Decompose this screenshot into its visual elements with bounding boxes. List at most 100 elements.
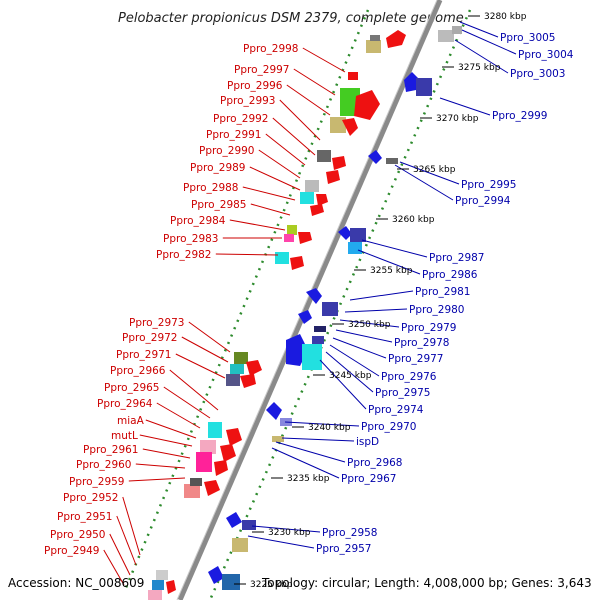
gene-block	[438, 30, 454, 42]
gene-block	[366, 40, 381, 53]
gene-label[interactable]: Ppro_2994	[455, 195, 511, 207]
gene-label[interactable]: Ppro_2998	[243, 43, 298, 55]
gene-label[interactable]: Ppro_2960	[76, 459, 131, 471]
leader-line	[122, 496, 141, 556]
gene-label[interactable]: Ppro_2951	[57, 511, 112, 523]
leader-line	[329, 344, 380, 377]
gene-label[interactable]: Ppro_2966	[110, 365, 166, 377]
gene-label[interactable]: Ppro_3005	[500, 32, 555, 44]
leader-line	[361, 239, 428, 258]
gene-block	[284, 234, 294, 242]
tick-label: 3270 kbp	[436, 114, 479, 124]
gene-block	[230, 364, 244, 374]
leader-line	[332, 337, 387, 359]
gene-label[interactable]: Ppro_2952	[63, 492, 118, 504]
leader-line	[145, 419, 197, 439]
gene-label[interactable]: Ppro_2970	[361, 421, 416, 433]
gene-arrow	[226, 512, 242, 528]
tick-label: 3260 kbp	[392, 215, 435, 225]
gene-label[interactable]: Ppro_2988	[183, 182, 238, 194]
left-leader-lines	[103, 47, 346, 586]
gene-label[interactable]: mutL	[111, 430, 138, 442]
gene-block	[287, 225, 297, 235]
gene-label[interactable]: Ppro_2968	[347, 457, 402, 469]
gene-label[interactable]: Ppro_2993	[220, 95, 275, 107]
gene-block	[222, 574, 240, 590]
leader-line	[293, 68, 336, 96]
gene-label[interactable]: Ppro_2973	[129, 317, 184, 329]
tick-label: 3255 kbp	[370, 266, 413, 276]
gene-label[interactable]: miaA	[117, 415, 145, 427]
leader-line	[139, 434, 193, 447]
gene-label[interactable]: Ppro_2976	[381, 371, 437, 383]
tick-label: 3250 kbp	[348, 320, 391, 330]
gene-label[interactable]: Ppro_2975	[375, 387, 430, 399]
genome-backbone	[177, 0, 443, 600]
gene-block	[305, 180, 319, 192]
leader-line	[247, 535, 315, 549]
leader-line	[258, 149, 301, 179]
reverse-features	[208, 26, 462, 590]
gene-label[interactable]: Ppro_2959	[69, 476, 124, 488]
gene-label[interactable]: Ppro_2978	[394, 337, 449, 349]
leader-line	[128, 477, 186, 482]
gene-label[interactable]: Ppro_2957	[316, 543, 371, 555]
tick-labels: 3280 kbp 3275 kbp 3270 kbp 3265 kbp 3260 kbp…	[234, 12, 527, 590]
gene-label[interactable]: Ppro_2980	[409, 304, 464, 316]
gene-label[interactable]: Ppro_2971	[116, 349, 171, 361]
gene-label[interactable]: Ppro_2991	[206, 129, 261, 141]
tick-label: 3230 kbp	[268, 528, 311, 538]
gene-label[interactable]: Ppro_3003	[510, 68, 565, 80]
leader-line	[281, 437, 355, 442]
gene-label[interactable]: Ppro_2984	[170, 215, 226, 227]
gene-label[interactable]: Ppro_2985	[191, 199, 246, 211]
leader-line	[142, 448, 191, 459]
gene-block	[330, 117, 346, 133]
gene-label[interactable]: Ppro_2950	[50, 529, 105, 541]
gene-arrow	[332, 156, 346, 170]
leader-line	[181, 336, 229, 363]
gene-label[interactable]: Ppro_2972	[122, 332, 177, 344]
leader-line	[109, 533, 131, 576]
gene-label[interactable]: Ppro_2983	[163, 233, 218, 245]
leader-line	[439, 97, 491, 116]
gene-label[interactable]: Ppro_2979	[401, 322, 456, 334]
gene-block	[314, 326, 326, 332]
leader-line	[265, 133, 306, 166]
backbone-highlight	[176, 0, 438, 600]
gene-label[interactable]: Ppro_2981	[415, 286, 470, 298]
gene-label[interactable]: Ppro_2961	[83, 444, 138, 456]
gene-arrow	[368, 150, 382, 164]
gene-label[interactable]: Ppro_2989	[190, 162, 245, 174]
gene-label[interactable]: Ppro_2967	[341, 473, 396, 485]
gene-label[interactable]: Ppro_2995	[461, 179, 516, 191]
gene-label[interactable]: Ppro_2964	[97, 398, 153, 410]
gene-arrow	[310, 204, 324, 216]
gene-label[interactable]: Ppro_2986	[422, 269, 478, 281]
gene-label[interactable]: Ppro_2977	[388, 353, 443, 365]
gene-label[interactable]: Ppro_2996	[227, 80, 283, 92]
gene-arrow	[338, 226, 352, 240]
leader-line	[249, 166, 301, 191]
leader-line	[169, 369, 219, 411]
leader-line	[319, 359, 367, 410]
gene-label[interactable]: Ppro_2997	[234, 64, 289, 76]
gene-label[interactable]: Ppro_3004	[518, 49, 574, 61]
gene-label[interactable]: Ppro_2992	[213, 113, 268, 125]
gene-block	[350, 228, 366, 242]
gene-label[interactable]: ispD	[356, 436, 379, 448]
gene-label[interactable]: Ppro_2999	[492, 110, 547, 122]
gene-block	[416, 78, 432, 96]
gene-label[interactable]: Ppro_2974	[368, 404, 424, 416]
gene-arrow	[326, 170, 340, 184]
tick-label: 3275 kbp	[458, 63, 501, 73]
summary-text: Topology: circular; Length: 4,008,000 bp…	[261, 576, 592, 590]
gene-label[interactable]: Ppro_2949	[44, 545, 99, 557]
gene-block	[386, 158, 398, 164]
gene-label[interactable]: Ppro_2965	[104, 382, 159, 394]
gene-label[interactable]: Ppro_2990	[199, 145, 254, 157]
leader-line	[275, 441, 346, 463]
gene-label[interactable]: Ppro_2987	[429, 252, 484, 264]
gene-label[interactable]: Ppro_2958	[322, 527, 377, 539]
gene-label[interactable]: Ppro_2982	[156, 249, 211, 261]
